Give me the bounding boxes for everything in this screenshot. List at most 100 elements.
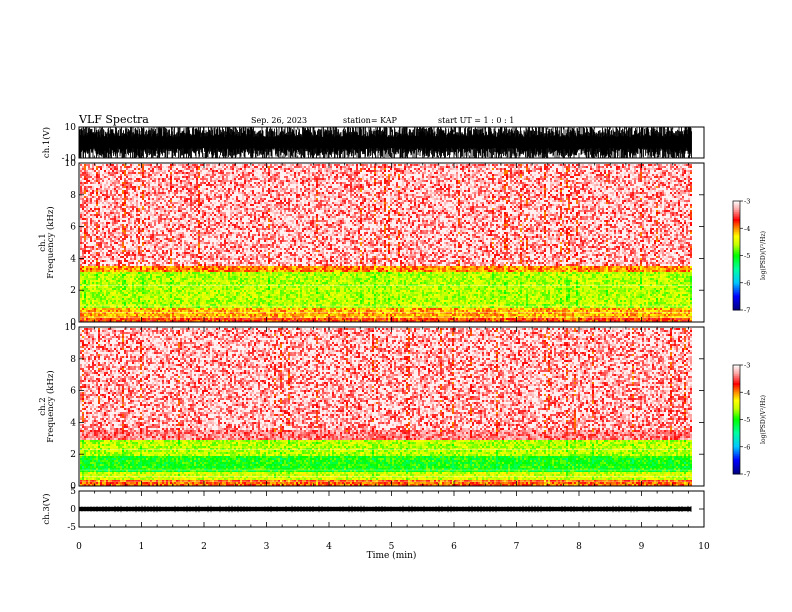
- spectrogram-cell: [202, 258, 204, 260]
- spectrogram-cell: [192, 238, 194, 240]
- spectrogram-cell: [142, 274, 144, 276]
- spectrogram-cell: [150, 302, 152, 304]
- spectrogram-cell: [82, 278, 84, 280]
- spectrogram-cell: [112, 186, 114, 188]
- spectrogram-cell: [140, 270, 142, 272]
- spectrogram-cell: [164, 210, 166, 212]
- spectrogram-cell: [180, 206, 182, 208]
- spectrogram-cell: [184, 184, 186, 186]
- spectrogram-cell: [102, 246, 104, 248]
- spectrogram-cell: [96, 178, 98, 180]
- spectrogram-cell: [156, 314, 158, 316]
- spectrogram-cell: [158, 242, 160, 244]
- spectrogram-cell: [132, 274, 134, 276]
- spectrogram-cell: [128, 304, 130, 306]
- spectrogram-cell: [182, 280, 184, 282]
- spectrogram-cell: [144, 302, 146, 304]
- spectrogram-cell: [192, 280, 194, 282]
- spectrogram-cell: [92, 190, 94, 192]
- spectrogram-cell: [202, 292, 204, 294]
- spectrogram-cell: [84, 194, 86, 196]
- spectrogram-cell: [188, 164, 190, 166]
- spectrogram-cell: [144, 320, 146, 322]
- spectrogram-cell: [168, 228, 170, 230]
- spectrogram-cell: [190, 184, 192, 186]
- spectrogram-cell: [200, 258, 202, 260]
- spectrogram-cell: [92, 210, 94, 212]
- spectrogram-cell: [190, 298, 192, 300]
- spectrogram-cell: [158, 268, 160, 270]
- spectrogram-cell: [102, 312, 104, 314]
- spectrogram-cell: [136, 224, 138, 226]
- spectrogram-cell: [94, 298, 96, 300]
- spectrogram-cell: [140, 250, 142, 252]
- spectrogram-cell: [144, 242, 146, 244]
- spectrogram-cell: [200, 282, 202, 284]
- spectrogram-cell: [92, 232, 94, 234]
- spectrogram-cell: [126, 286, 128, 288]
- spectrogram-cell: [132, 210, 134, 212]
- spectrogram-cell: [128, 236, 130, 238]
- spectrogram-cell: [196, 218, 198, 220]
- spectrogram-cell: [182, 250, 184, 252]
- spectrogram-cell: [186, 286, 188, 288]
- spectrogram-cell: [146, 262, 148, 264]
- spectrogram-cell: [120, 314, 122, 316]
- spectrogram-cell: [122, 172, 124, 174]
- spectrogram-cell: [194, 302, 196, 304]
- spectrogram-cell: [198, 280, 200, 282]
- spectrogram-cell: [122, 248, 124, 250]
- spectrogram-cell: [146, 202, 148, 204]
- spectrogram-cell: [156, 252, 158, 254]
- spectrogram-cell: [164, 288, 166, 290]
- spectrogram-cell: [164, 208, 166, 210]
- spectrogram-cell: [180, 312, 182, 314]
- spectrogram-cell: [198, 210, 200, 212]
- spectrogram-cell: [174, 172, 176, 174]
- spectrogram-cell: [112, 198, 114, 200]
- spectrogram-cell: [202, 270, 204, 272]
- spectrogram-cell: [126, 280, 128, 282]
- spectrogram-cell: [118, 186, 120, 188]
- spectrogram-cell: [86, 302, 88, 304]
- spectrogram-cell: [194, 210, 196, 212]
- spectrogram-cell: [110, 312, 112, 314]
- spectrogram-cell: [178, 224, 180, 226]
- spectrogram-cell: [190, 168, 192, 170]
- spectrogram-cell: [148, 264, 150, 266]
- spectrogram-cell: [164, 282, 166, 284]
- spectrogram-cell: [114, 256, 116, 258]
- spectrogram-cell: [154, 288, 156, 290]
- spectrogram-cell: [92, 260, 94, 262]
- spectrogram-cell: [184, 170, 186, 172]
- spectrogram-cell: [184, 294, 186, 296]
- spectrogram-cell: [168, 230, 170, 232]
- spectrogram-cell: [146, 214, 148, 216]
- spectrogram-cell: [136, 210, 138, 212]
- spectrogram-cell: [114, 176, 116, 178]
- spectrogram-cell: [168, 248, 170, 250]
- spectrogram-cell: [100, 234, 102, 236]
- spectrogram-cell: [200, 216, 202, 218]
- spectrogram-cell: [92, 264, 94, 266]
- spectrogram-cell: [148, 286, 150, 288]
- spectrogram-cell: [160, 168, 162, 170]
- spectrogram-cell: [124, 274, 126, 276]
- spectrogram-cell: [88, 302, 90, 304]
- spectrogram-cell: [82, 300, 84, 302]
- spectrogram-cell: [170, 282, 172, 284]
- spectrogram-cell: [130, 314, 132, 316]
- spectrogram-cell: [90, 184, 92, 186]
- spectrogram-cell: [86, 214, 88, 216]
- spectrogram-cell: [128, 228, 130, 230]
- spectrogram-cell: [178, 304, 180, 306]
- spectrogram-cell: [116, 272, 118, 274]
- spectrogram-cell: [148, 274, 150, 276]
- spectrogram-cell: [162, 290, 164, 292]
- spectrogram-cell: [88, 250, 90, 252]
- spectrogram-cell: [190, 294, 192, 296]
- spectrogram-cell: [90, 180, 92, 182]
- spectrogram-cell: [168, 252, 170, 254]
- spectrogram-cell: [96, 240, 98, 242]
- spectrogram-cell: [202, 314, 204, 316]
